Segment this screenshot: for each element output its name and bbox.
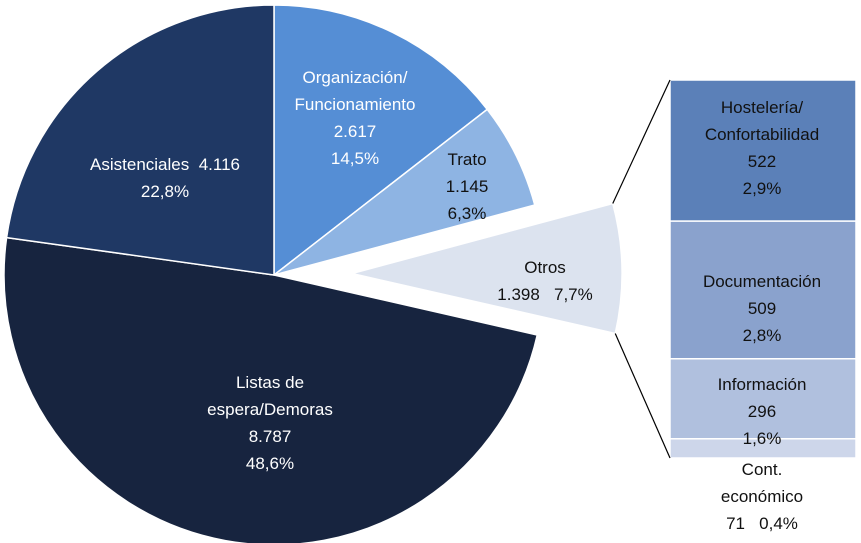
bar-percent: 2,8% <box>742 326 782 345</box>
slice-label: Trato 1.145 6,3% <box>446 146 489 227</box>
bar-label: Hostelería/ Confortabilidad 522 2,9% <box>705 94 819 202</box>
bar-value: 522 <box>747 152 777 171</box>
bar-name: Documentación <box>702 272 822 291</box>
slice-percent: 14,5% <box>330 149 380 168</box>
slice-label: Organización/ Funcionamiento 2.617 14,5% <box>295 64 416 172</box>
bar-segment <box>669 358 857 440</box>
slice-label: Otros 1.398 7,7% <box>497 254 592 308</box>
bar-label: Documentación 509 2,8% <box>703 268 821 349</box>
slice-percent: 48,6% <box>245 454 295 473</box>
slice-name: Trato <box>447 150 487 169</box>
bar-percent: 2,9% <box>742 179 782 198</box>
slice-name: Listas de espera/Demoras <box>207 373 333 419</box>
slice-name: Otros <box>524 258 566 277</box>
slice-value: 4.116 <box>198 155 240 174</box>
slice-value: 2.617 <box>333 122 377 141</box>
slice-value: 1.398 <box>497 285 540 304</box>
slice-name: Asistenciales <box>90 155 190 174</box>
slice-label: Asistenciales 4.116 22,8% <box>90 151 240 205</box>
bar-name: Hostelería/ Confortabilidad <box>704 98 820 144</box>
bar-value: 71 <box>726 514 745 533</box>
slice-percent: 7,7% <box>553 285 593 304</box>
bar-value: 296 <box>747 402 777 421</box>
pie-slice <box>3 236 539 543</box>
connector <box>614 333 671 459</box>
bar-name: Cont. económico <box>720 460 804 506</box>
slice-value: 8.787 <box>248 427 292 446</box>
bar-label: Cont. económico 71 0,4% <box>713 456 812 537</box>
bar-value: 509 <box>747 299 777 318</box>
bar-segment <box>669 220 857 360</box>
slice-value: 1.145 <box>445 177 489 196</box>
bar-label: Información 296 1,6% <box>718 371 807 452</box>
bar-name: Información <box>717 375 807 394</box>
slice-percent: 6,3% <box>447 204 487 223</box>
bar-percent: 1,6% <box>742 429 782 448</box>
slice-percent: 22,8% <box>140 182 190 201</box>
slice-label: Listas de espera/Demoras 8.787 48,6% <box>207 369 333 477</box>
pie-slice <box>273 108 536 276</box>
pie-slice <box>5 4 275 276</box>
pie-slice <box>273 4 489 277</box>
bar-segment <box>669 438 857 459</box>
connector <box>612 79 671 204</box>
bar-segment <box>669 79 857 222</box>
slice-name: Organización/ Funcionamiento <box>294 68 416 114</box>
pie-slice <box>351 202 623 335</box>
bar-percent: 0,4% <box>759 514 798 533</box>
